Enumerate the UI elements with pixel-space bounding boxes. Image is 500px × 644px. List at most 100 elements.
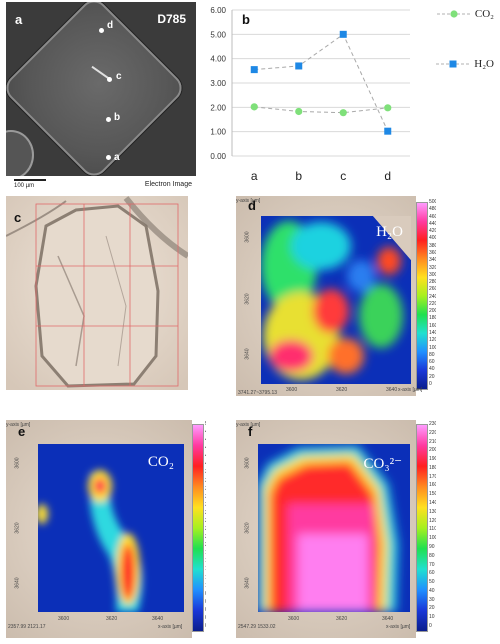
y-tick-3: 3640 [244, 577, 251, 589]
colorbar-tick: 3 [205, 502, 206, 508]
colorbar-tick: 200 [429, 447, 436, 454]
colorbar-tick: 1.6 [205, 559, 206, 564]
colorbar-tick: 4.8 [205, 430, 206, 435]
panel-letter-c: c [14, 210, 22, 225]
y-tick-2: 3620 [244, 522, 251, 534]
concentration-chart: 0.00 1.00 2.00 3.00 4.00 5.00 6.00 b a b c d CO₂ H₂… [198, 0, 500, 192]
corner-readout: 2547.29 1533.02 [238, 624, 276, 630]
co2-heatmap: CO₂ [38, 444, 184, 612]
optical-image [6, 196, 188, 390]
colorbar-tick: 40 [429, 366, 435, 373]
colorbar-tick: 20 [429, 605, 435, 612]
colorbar-tick: 80 [429, 552, 435, 559]
x-tick-1: 3600 [288, 616, 300, 622]
colorbar-tick: 340 [429, 257, 436, 264]
series-line-co2 [254, 106, 388, 114]
y-tick-1: 3600 [14, 457, 21, 469]
panel-letter-a: a [15, 12, 23, 27]
y-axis-label: y-axis [µm] [236, 422, 261, 428]
y-tick-1: 3600 [244, 231, 251, 243]
y-tick-2: 3620 [14, 522, 21, 534]
colorbar-tick: 130 [429, 508, 436, 515]
data-point-co2 [339, 109, 347, 117]
x-tick-2: 3620 [336, 387, 348, 393]
legend-label-co2: CO₂ [474, 8, 494, 20]
scale-bar [14, 179, 46, 181]
colorbar-tick: 300 [429, 271, 436, 278]
x-tick-label: a [251, 169, 258, 183]
y-tick-label: 2.00 [210, 103, 226, 112]
colorbar-tick: 4 [205, 462, 206, 467]
data-point-h2o [339, 30, 347, 38]
colorbar-tick: 180 [429, 315, 436, 322]
colorbar-tick: 120 [429, 517, 436, 524]
colorbar-tick: 100 [429, 535, 436, 542]
y-tick-label: 5.00 [210, 30, 226, 39]
colorbar-tick: 160 [429, 482, 436, 489]
colorbar-tick: 50 [429, 579, 435, 586]
scale-bar-label: 100 µm [14, 183, 35, 189]
colorbar-tick: 220 [429, 300, 436, 307]
panel-letter-d: d [248, 198, 256, 213]
electron-image-label: Electron Image [144, 181, 192, 188]
analysis-point-c [107, 77, 112, 82]
y-tick-3: 3640 [14, 577, 21, 589]
series-line-h2o [254, 33, 389, 132]
panel-letter-b: b [242, 12, 250, 27]
x-tick-3: 3640 [386, 387, 398, 393]
point-label-c: c [116, 71, 122, 82]
y-tick-label: 3.00 [210, 79, 226, 88]
colorbar-tick: 320 [429, 264, 436, 271]
data-point-h2o [295, 62, 303, 70]
x-tick-1: 3600 [286, 387, 298, 393]
co2-heatmap-image [38, 444, 184, 612]
x-tick-label: d [384, 169, 391, 183]
colorbar-tick: 2.4 [205, 527, 206, 532]
colorbar-tick: 3.4 [205, 486, 206, 492]
colorbar-tick: 380 [429, 242, 436, 249]
point-label-d: d [107, 20, 114, 31]
colorbar-tick: 140 [429, 500, 436, 507]
colorbar-tick: 4.2 [205, 454, 206, 459]
panel-letter-e: e [18, 424, 26, 439]
legend-item-co2: CO₂ [436, 8, 494, 20]
adjacent-grain [6, 130, 34, 180]
colorbar-tick: 440 [429, 220, 436, 227]
x-tick-label: c [340, 169, 346, 183]
colorbar-tick: 1 [205, 583, 206, 589]
h2o-label: H₂O [376, 224, 403, 240]
colorbar-tick: 4.6 [205, 438, 206, 443]
co3-colorbar [416, 424, 428, 632]
colorbar-tick: 70 [429, 561, 435, 568]
optical-image-panel: c [6, 196, 188, 390]
colorbar-tick: 80 [429, 351, 435, 358]
sem-image-panel: a D785 d c b a 100 µm Electron Image [6, 2, 196, 190]
h2o-map-panel: y-axis [µm] 3600 3620 3640 H₂O 3600 [236, 196, 436, 396]
colorbar-tick: 2.6 [205, 518, 206, 524]
analysis-point-b [106, 117, 111, 122]
co3-label: CO₃²⁻ [363, 456, 402, 472]
point-label-a: a [114, 152, 120, 163]
colorbar-tick: 10 [429, 614, 435, 621]
colorbar-tick: 5 [205, 422, 206, 427]
chart-canvas: 0.00 1.00 2.00 3.00 4.00 5.00 6.00 b a b c d [210, 6, 410, 183]
colorbar-tick: 240 [429, 293, 436, 300]
x-axis-label: x-axis [µm] [158, 624, 183, 630]
colorbar-tick: 210 [429, 438, 436, 445]
colorbar-tick: 0 [429, 381, 432, 387]
colorbar-tick: 220 [429, 429, 436, 436]
colorbar-tick: 420 [429, 228, 436, 235]
colorbar-tick: 20 [429, 373, 435, 380]
y-tick-label: 6.00 [210, 6, 226, 15]
colorbar-tick: 500 [429, 199, 436, 205]
co2-label: CO₂ [147, 454, 174, 470]
legend-marker-co2 [436, 10, 471, 18]
analysis-point-d [99, 28, 104, 33]
colorbar-tick: 180 [429, 464, 436, 471]
sem-footer-strip [6, 176, 196, 190]
x-axis-label: x-axis [µm] [398, 387, 423, 393]
colorbar-tick: 2.2 [205, 535, 206, 540]
co2-map-panel: y-axis [µm] 3600 3620 3640 CO₂ 3600 3620… [6, 420, 206, 638]
colorbar-tick: 1.2 [205, 575, 206, 581]
colorbar-tick: 3.8 [205, 470, 206, 475]
